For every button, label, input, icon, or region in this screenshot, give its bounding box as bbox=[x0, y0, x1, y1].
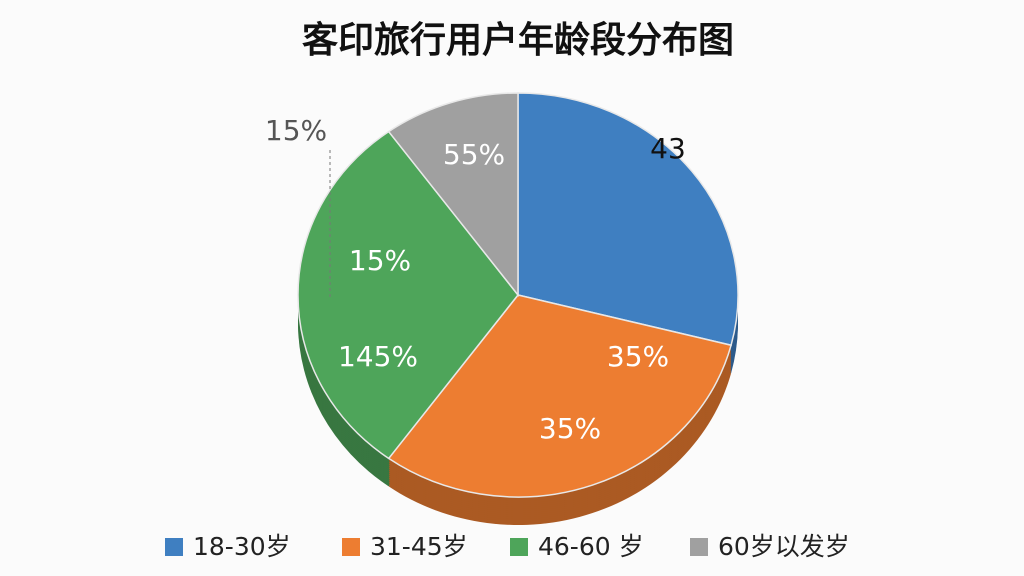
pie-slice bbox=[297, 130, 519, 460]
slice-label: 15% bbox=[265, 114, 327, 147]
slice-label: 55% bbox=[443, 138, 505, 171]
legend-swatch bbox=[510, 538, 528, 556]
legend-label: 31-45岁 bbox=[370, 532, 468, 561]
chart-title: 客印旅行用户年龄段分布图 bbox=[302, 20, 734, 61]
legend-swatch bbox=[690, 538, 708, 556]
slice-label: 43 bbox=[650, 132, 686, 165]
slice-label: 35% bbox=[607, 340, 669, 373]
pie-slice bbox=[387, 92, 519, 298]
pie-slice bbox=[387, 294, 733, 498]
slice-label: 15% bbox=[349, 244, 411, 277]
legend-label: 46-60 岁 bbox=[538, 532, 644, 561]
slice-label: 35% bbox=[539, 412, 601, 445]
legend-label: 18-30岁 bbox=[193, 532, 291, 561]
pie-top bbox=[297, 92, 739, 498]
slice-label: 145% bbox=[338, 340, 418, 373]
legend-swatch bbox=[165, 538, 183, 556]
legend: 18-30岁 31-45岁 46-60 岁 60岁以发岁 bbox=[165, 532, 850, 561]
annotations: 43 35% 35% 15% 145% 55% 15% bbox=[265, 114, 686, 445]
legend-swatch bbox=[342, 538, 360, 556]
pie-slice bbox=[517, 92, 739, 347]
legend-label: 60岁以发岁 bbox=[718, 532, 850, 561]
